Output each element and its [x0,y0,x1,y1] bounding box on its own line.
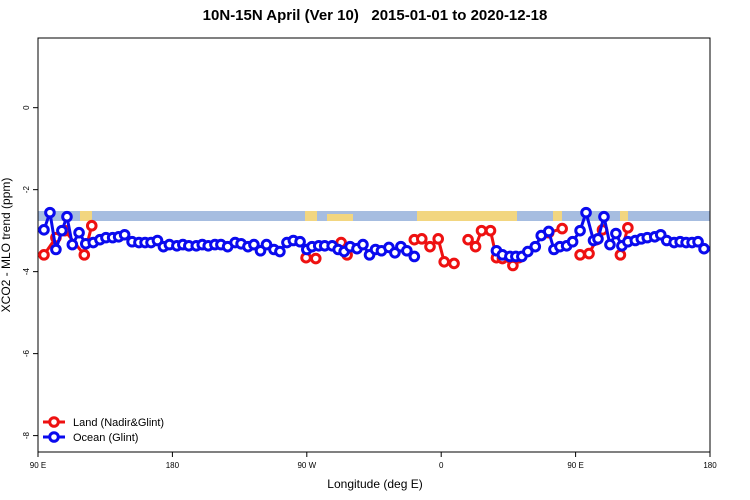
chart-title: 10N-15N April (Ver 10) 2015-01-01 to 202… [203,7,548,24]
point [260,238,273,251]
point [309,252,322,265]
point [78,249,91,261]
y-tick-label: -6 [22,350,31,358]
point [44,206,56,219]
point [692,235,704,248]
point [583,247,595,260]
plot-frame [37,37,711,453]
point [598,210,610,223]
y-tick-label: -2 [22,186,31,194]
legend-marker [48,431,60,443]
point [118,228,131,241]
point [248,238,260,251]
y-tick-label: -4 [22,268,31,276]
point [475,224,488,237]
point [542,225,555,238]
point [38,249,50,261]
point [61,210,73,223]
point [73,226,85,239]
point [610,227,622,240]
point [469,240,482,253]
point [574,249,586,261]
point [424,240,436,253]
legend-label: Land (Nadir&Glint) [73,417,164,429]
point [580,206,592,219]
point [56,224,68,237]
legend-marker [48,416,60,428]
point [604,238,616,251]
point [556,222,568,235]
legend-label: Ocean (Glint) [73,432,138,444]
y-tick-label: -8 [22,432,31,440]
point [85,219,98,232]
point [522,245,534,258]
point [438,256,450,268]
x-axis-label: Longitude (deg E) [327,477,422,491]
point [484,224,497,237]
point [432,233,445,245]
y-axis-label: XCO2 - MLO trend (ppm) [0,178,13,313]
point [462,233,474,246]
point [294,235,306,248]
point [401,244,413,257]
point [408,250,421,263]
point [274,245,286,258]
point [614,249,627,261]
point [566,235,579,248]
x-tick-label: 90 W [297,461,316,470]
point [66,238,79,251]
y-tick-label: 0 [22,105,31,110]
point [698,242,710,255]
x-tick-label: 0 [439,461,444,470]
point [50,243,62,256]
point [448,257,460,270]
x-tick-label: 180 [703,461,717,470]
point [357,238,369,251]
point [592,233,604,245]
point [38,224,50,236]
point [415,233,428,245]
x-tick-label: 90 E [30,461,46,470]
point [622,221,634,234]
x-tick-label: 90 E [567,461,583,470]
x-tick-label: 180 [166,461,180,470]
point [574,224,586,237]
point [529,240,542,253]
map-strip [38,211,710,221]
